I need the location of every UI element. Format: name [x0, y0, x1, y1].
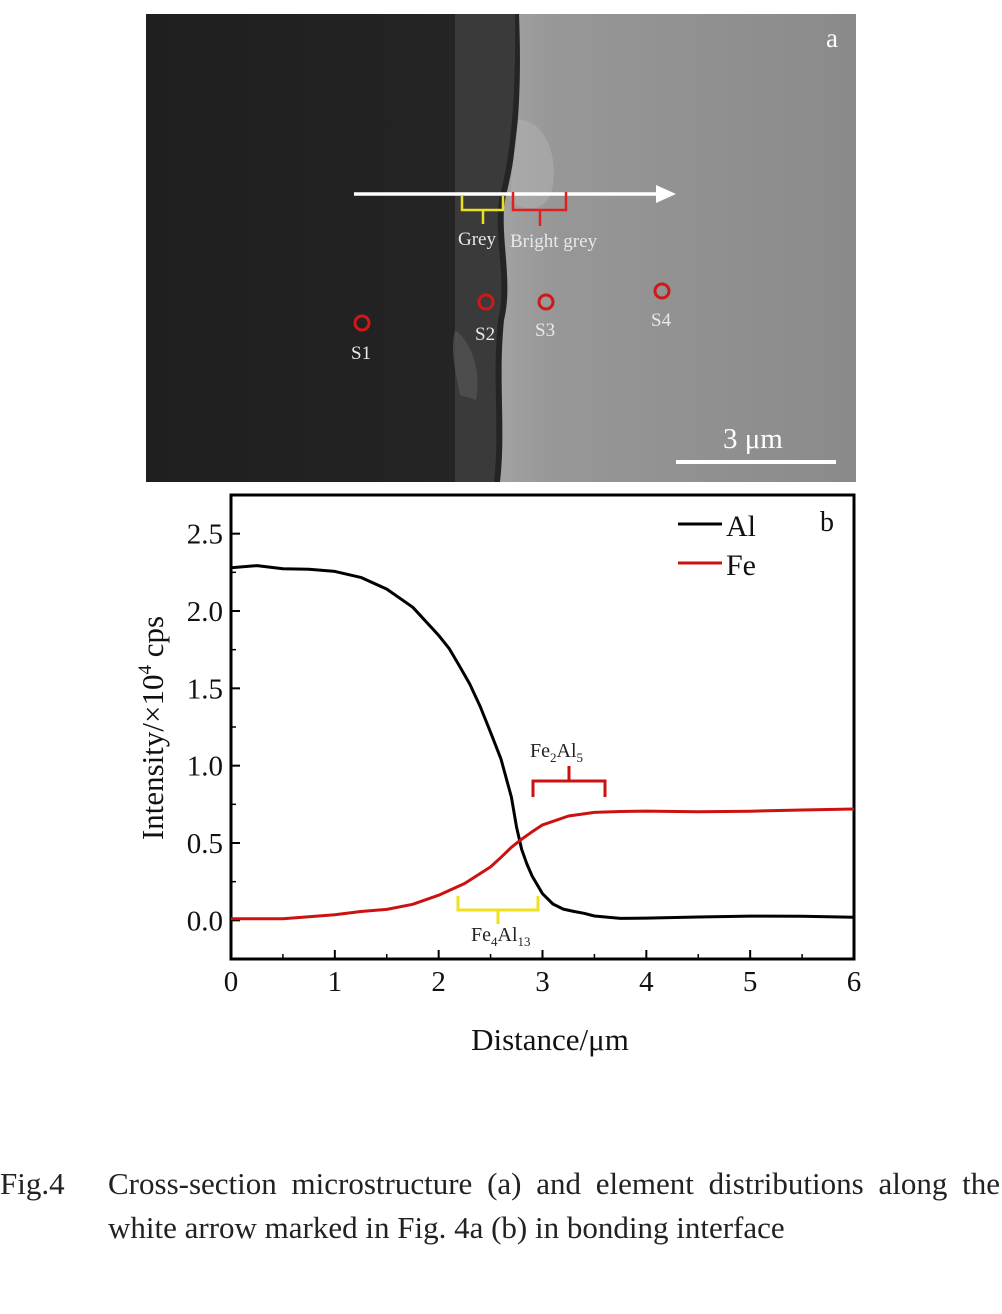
panel-a-label: a	[826, 23, 838, 53]
y-tick-label: 0.0	[187, 905, 223, 937]
y-tick-label: 0.5	[187, 828, 223, 860]
bright-grey-layer	[510, 119, 554, 209]
legend: Al Fe	[678, 510, 756, 582]
point-s1-label: S1	[351, 343, 371, 364]
point-s3-label: S3	[535, 320, 555, 341]
y-tick-label: 1.0	[187, 751, 223, 783]
point-s2-marker	[477, 293, 495, 311]
steel-region	[500, 14, 856, 482]
x-tick-label: 5	[743, 966, 758, 998]
bright-grey-bracket	[511, 192, 568, 226]
y-tick-label: 2.0	[187, 596, 223, 628]
x-tick-label: 3	[535, 966, 550, 998]
arrow-head-icon	[656, 185, 676, 203]
caption-text: Cross-section microstructure (a) and ele…	[108, 1166, 1000, 1245]
x-tick-label: 4	[639, 966, 654, 998]
legend-al-label: Al	[726, 510, 756, 543]
point-s2-label: S2	[475, 324, 495, 345]
series-line-fe	[231, 807, 854, 921]
scale-bar-label: 3 μm	[723, 423, 783, 455]
x-tick-label: 0	[224, 966, 239, 998]
fe4al13-label: Fe4Al13	[471, 924, 531, 949]
x-tick-label: 1	[328, 966, 343, 998]
line-scan-chart: 0 1 2 3 4 5 6 0.0 0.5 1.0 1.5 2.0 2.5 Fe2Al5 Fe4Al13…	[135, 493, 862, 1057]
point-s1-marker	[353, 314, 371, 332]
legend-fe-label: Fe	[726, 549, 756, 582]
y-axis-title: Intensity/×104 cps	[135, 616, 170, 840]
series-line-al	[231, 564, 854, 920]
caption-label: Fig.4	[0, 1166, 65, 1201]
y-tick-label: 1.5	[187, 673, 223, 705]
grey-bracket	[460, 196, 505, 224]
point-s4-label: S4	[651, 310, 672, 331]
series-layer	[231, 564, 854, 921]
fe4al13-bracket	[456, 896, 540, 924]
micrograph-panel: Grey Bright grey S1 S2 S3 S4 3 μm a	[146, 14, 856, 482]
x-tick-label: 6	[847, 966, 862, 998]
panel-b-label: b	[820, 507, 834, 538]
axis-ticks: 0 1 2 3 4 5 6 0.0 0.5 1.0 1.5 2.0 2.5	[187, 494, 862, 998]
fe2al5-bracket	[531, 766, 607, 797]
plot-frame	[229, 493, 856, 961]
point-s3-marker	[537, 293, 555, 311]
grey-label: Grey	[458, 229, 496, 250]
fe2al5-label: Fe2Al5	[530, 740, 583, 765]
grey-layer-highlight	[452, 330, 478, 400]
x-tick-label: 2	[431, 966, 446, 998]
scale-bar	[676, 460, 836, 464]
x-axis-title: Distance/μm	[471, 1022, 629, 1057]
point-s4-marker	[653, 282, 671, 300]
bright-grey-label: Bright grey	[510, 231, 598, 252]
y-tick-label: 2.5	[187, 519, 223, 551]
